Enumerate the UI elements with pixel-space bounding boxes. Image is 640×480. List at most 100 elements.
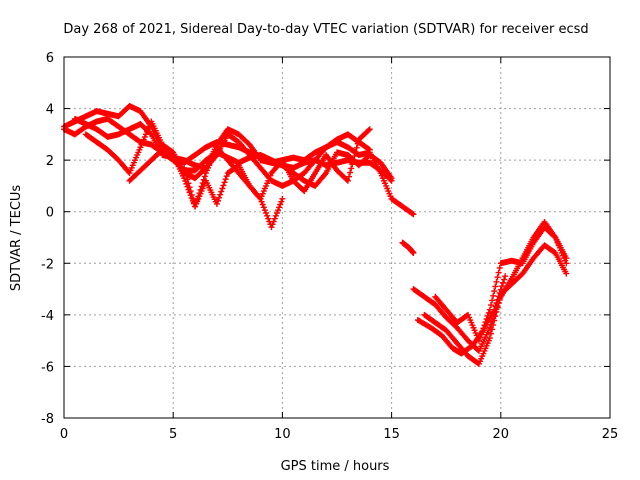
data-point [495,269,502,276]
data-point [256,194,263,201]
data-point [214,197,221,204]
data-point [188,191,195,198]
data-point [493,278,500,285]
data-point [276,204,283,211]
data-point [272,212,279,219]
data-point [186,184,193,191]
data-point [220,182,227,189]
data-point [485,309,492,316]
data-point [257,195,264,202]
data-point [365,146,372,153]
data-point [494,296,501,303]
data-point [222,176,229,183]
data-point [410,249,417,256]
data-point [409,210,416,217]
data-point [184,176,191,183]
data-point [216,194,223,201]
data-points [61,102,570,367]
data-point [563,255,570,262]
data-point [410,211,417,218]
data-point [351,153,358,160]
y-tick-label: -8 [41,412,54,427]
data-point [183,172,190,179]
series-sat-g [399,239,417,256]
data-point [271,215,278,222]
data-point [498,283,505,290]
data-point [189,195,196,202]
data-point [563,270,570,277]
data-point [279,195,286,202]
data-point [273,210,280,217]
data-point [223,173,230,180]
data-point [492,283,499,290]
data-point [494,274,501,281]
data-point [491,306,498,313]
series-sat-d [82,118,395,189]
data-point [354,140,361,147]
data-point [260,204,267,211]
data-point [344,177,351,184]
data-point [486,335,493,342]
data-point [487,302,494,309]
data-point [495,293,502,300]
data-point [388,175,395,182]
x-tick-label: 5 [169,427,177,442]
data-point [349,161,356,168]
data-point [353,144,360,151]
axis-ticks: 0 5 10 15 20 25 -8 -6 -4 -2 0 2 4 6 [41,51,618,442]
data-point [489,326,496,333]
series-sat-i [421,242,570,367]
data-point [265,215,272,222]
data-point [496,264,503,271]
data-point [492,303,499,310]
series-sat-f [181,162,286,231]
data-point [343,176,350,183]
data-point [321,171,328,178]
data-point [187,188,194,195]
plot-frame [63,56,611,419]
data-point [502,273,509,280]
y-tick-label: 0 [46,206,54,221]
data-point [490,321,497,328]
data-point [366,126,373,133]
data-point [259,201,266,208]
x-tick-label: 15 [383,427,400,442]
x-tick-label: 25 [602,427,619,442]
data-point [352,148,359,155]
data-point [350,157,357,164]
x-tick-label: 20 [493,427,510,442]
data-point [219,185,226,192]
y-tick-label: 4 [46,103,54,118]
data-point [185,180,192,187]
data-point [348,165,355,172]
data-point [270,218,277,225]
data-point [213,200,220,207]
data-point [218,188,225,195]
data-point [278,198,285,205]
y-tick-label: -6 [41,360,54,375]
data-point [365,127,372,134]
data-point [147,130,154,137]
data-point [347,169,354,176]
data-point [277,201,284,208]
data-point [269,221,276,228]
data-point [499,279,506,286]
grid [64,57,610,418]
data-point [563,260,570,267]
chart-title: Day 268 of 2021, Sidereal Day-to-day VTE… [63,22,588,37]
data-point [496,289,503,296]
data-point [491,317,498,324]
series-sat-k [414,273,509,357]
data-point [182,168,189,175]
data-point [489,297,496,304]
data-point [264,212,271,219]
data-point [275,207,282,214]
y-tick-label: -4 [41,309,54,324]
data-point [268,224,275,231]
data-point [366,146,373,153]
y-tick-label: 6 [46,51,54,66]
data-point [221,179,228,186]
data-point [551,233,558,240]
data-point [346,173,353,180]
x-axis-label: GPS time / hours [281,459,390,474]
